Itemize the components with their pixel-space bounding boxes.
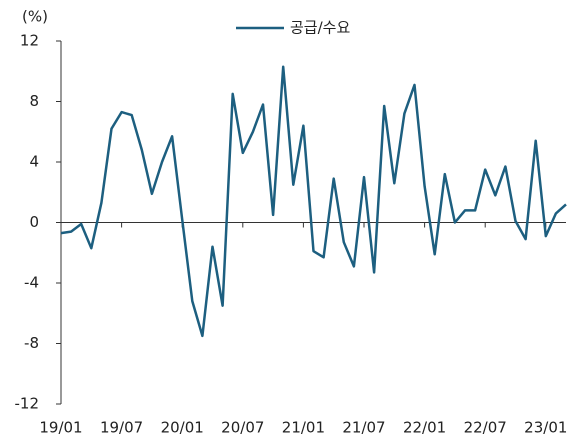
y-tick-label: 0 <box>29 213 39 231</box>
x-tick-label: 20/07 <box>221 419 264 437</box>
x-tick-label: 21/01 <box>282 419 325 437</box>
y-tick-label: 4 <box>29 153 39 171</box>
data-line <box>60 65 567 338</box>
y-tick-label: -12 <box>15 395 40 413</box>
y-tick-label: 12 <box>20 32 39 50</box>
x-tick-label: 22/07 <box>464 419 507 437</box>
y-tick-label: -8 <box>24 334 39 352</box>
x-tick-label: 23/01 <box>524 419 567 437</box>
legend-label: 공급/수요 <box>290 19 350 37</box>
x-tick-label: 19/07 <box>100 419 143 437</box>
x-tick-label: 22/01 <box>403 419 446 437</box>
y-tick-label: -4 <box>24 274 39 292</box>
y-tick-label: 8 <box>29 92 39 110</box>
x-tick-label: 20/01 <box>161 419 204 437</box>
y-unit: (%) <box>22 8 48 26</box>
x-tick-label: 19/01 <box>39 419 82 437</box>
x-tick-label: 21/07 <box>342 419 385 437</box>
